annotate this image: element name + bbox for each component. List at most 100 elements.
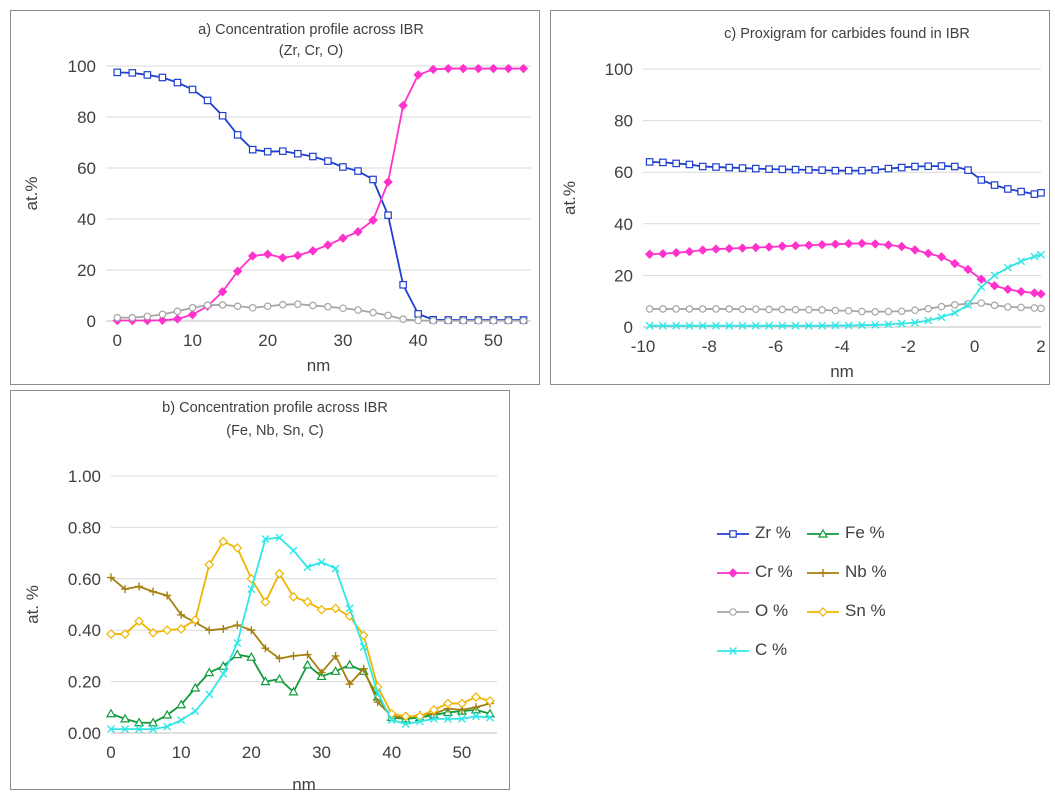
data-point	[844, 306, 853, 315]
series-o	[113, 300, 528, 325]
panel-c: 0 20 40 60 80 100 -10 -8 -6 -4 -2 0 2 c) Proxigram fo…	[550, 10, 1050, 385]
data-point	[217, 286, 228, 297]
data-point	[896, 241, 907, 252]
data-point	[345, 604, 354, 613]
data-point	[233, 639, 242, 648]
data-point	[1029, 288, 1040, 298]
data-point	[729, 608, 737, 616]
data-point	[471, 692, 481, 702]
data-point	[990, 301, 999, 310]
data-point	[989, 281, 1000, 291]
data-point	[817, 239, 827, 250]
data-point	[1017, 303, 1025, 312]
data-point	[414, 316, 422, 325]
data-point	[246, 651, 257, 661]
data-point	[384, 311, 392, 320]
data-point	[936, 252, 947, 262]
data-point	[645, 158, 654, 166]
data-point	[218, 301, 227, 309]
data-point	[871, 166, 879, 174]
data-point	[302, 659, 313, 669]
data-point	[190, 682, 201, 692]
data-point	[765, 305, 773, 314]
data-point	[724, 243, 734, 254]
data-point	[976, 274, 987, 284]
x-tick-label: 10	[172, 743, 191, 762]
data-point	[897, 163, 906, 172]
data-point	[187, 309, 198, 320]
legend-label: Nb %	[845, 562, 887, 581]
series-zr	[645, 158, 1045, 198]
data-point	[485, 696, 495, 706]
data-point	[924, 304, 933, 313]
data-point	[659, 305, 667, 313]
data-point	[897, 319, 906, 328]
data-point	[294, 300, 302, 308]
data-point	[457, 714, 466, 723]
y-tick-label: 80	[77, 108, 96, 127]
legend-marker	[717, 608, 749, 616]
data-point	[354, 167, 362, 175]
data-point	[278, 253, 288, 263]
data-point	[275, 654, 284, 663]
data-point	[1003, 263, 1012, 272]
data-point	[203, 301, 212, 309]
data-point	[503, 63, 514, 74]
x-axis-label: nm	[830, 362, 854, 381]
data-point	[369, 308, 377, 317]
legend-label: C %	[755, 640, 788, 659]
data-point	[685, 160, 694, 169]
data-point	[274, 568, 285, 579]
data-point	[105, 708, 117, 718]
data-point	[157, 315, 168, 325]
data-point	[172, 314, 183, 324]
data-point	[369, 175, 377, 184]
legend: Zr % Fe % Cr % Nb % O % Sn % C %	[715, 522, 945, 662]
data-point	[671, 247, 681, 258]
data-point	[247, 585, 256, 594]
data-point	[383, 177, 393, 187]
data-point	[871, 320, 880, 329]
data-point	[128, 69, 137, 77]
series-line	[111, 536, 491, 731]
data-point	[163, 722, 172, 731]
data-point	[218, 536, 229, 547]
chart-c: 0 20 40 60 80 100 -10 -8 -6 -4 -2 0 2 c) Proxigram fo…	[560, 26, 1046, 381]
data-point	[289, 651, 298, 660]
data-point	[858, 166, 866, 175]
data-point	[843, 238, 854, 249]
data-point	[205, 690, 214, 699]
data-point	[429, 316, 438, 325]
series-line	[117, 71, 524, 321]
data-point	[330, 666, 341, 675]
data-point	[294, 149, 302, 158]
data-point	[401, 720, 410, 728]
legend-label: Cr %	[755, 562, 793, 581]
series-line	[649, 253, 1042, 327]
data-point	[353, 227, 363, 237]
data-point	[331, 564, 340, 573]
data-point	[924, 162, 933, 171]
data-point	[173, 307, 182, 316]
data-point	[818, 166, 826, 174]
data-point	[205, 626, 214, 635]
series-o	[645, 299, 1045, 316]
data-point	[830, 239, 841, 249]
data-point	[203, 96, 212, 105]
data-point	[143, 71, 152, 79]
data-point	[173, 78, 182, 87]
x-tick-label: 30	[333, 331, 352, 350]
legend-marker	[717, 530, 749, 538]
data-point	[711, 321, 720, 330]
data-point	[725, 305, 734, 313]
data-point	[504, 316, 513, 325]
data-point	[218, 111, 227, 120]
data-point	[764, 242, 774, 252]
y-tick-label: 20	[77, 261, 96, 280]
data-point	[359, 642, 368, 651]
data-point	[248, 145, 257, 154]
legend-marker	[807, 528, 839, 538]
data-point	[950, 162, 959, 171]
data-point	[871, 307, 879, 316]
data-point	[373, 698, 382, 707]
